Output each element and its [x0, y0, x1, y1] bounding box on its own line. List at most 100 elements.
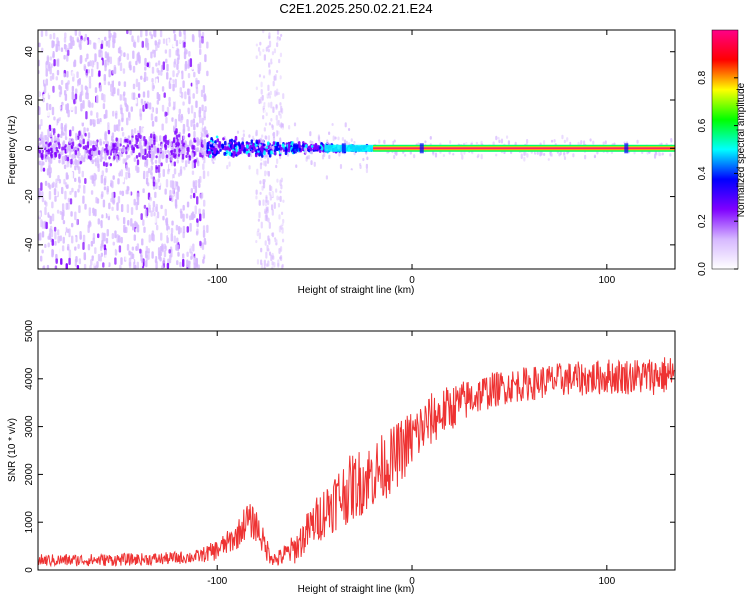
spectrogram-cell — [125, 146, 128, 150]
snr-ytick-label: 5000 — [24, 319, 35, 342]
spectrogram-cell — [45, 60, 49, 66]
spectrogram-cell — [45, 221, 48, 230]
spectrogram-cell — [125, 171, 128, 180]
spectrogram-cell — [117, 88, 120, 96]
spectrogram-cell — [150, 51, 153, 59]
spectrogram-cell — [183, 41, 186, 48]
spectrogram-cell — [62, 236, 65, 244]
spectrogram-cell — [45, 68, 48, 77]
spectrogram-cell — [42, 145, 46, 149]
spectrogram-cell — [73, 200, 76, 208]
spectrogram-cell — [69, 190, 72, 196]
spectrogram-cell — [80, 84, 84, 92]
spectrogram-cell — [99, 87, 102, 92]
spectrogram-cell — [155, 135, 158, 144]
spectrogram-cell — [71, 36, 74, 42]
spectrogram-cell — [276, 88, 279, 96]
spectrogram-cell — [77, 85, 81, 93]
snr-xtick-label: 100 — [598, 576, 615, 587]
spectrogram-cell — [128, 140, 132, 145]
spectrogram-cell — [83, 154, 86, 159]
spectrogram-cell — [161, 86, 165, 92]
spectrogram-cell — [111, 192, 114, 199]
spectrogram-cell — [115, 148, 118, 154]
spectrogram-cell — [116, 202, 119, 211]
spectrogram-cell — [306, 155, 309, 160]
spectrogram-cell — [279, 195, 282, 202]
spectrogram-cell — [57, 174, 60, 182]
spectrogram-cell — [111, 132, 115, 139]
spectrogram-cell — [142, 148, 145, 155]
spectrogram-cell — [73, 98, 76, 105]
spectrogram-cell — [267, 170, 270, 177]
spectrogram-cell — [192, 93, 195, 99]
spectrogram-cell — [153, 101, 156, 109]
spectrogram-cell — [123, 228, 126, 233]
spectrogram-cell — [187, 107, 190, 115]
spectrogram-cell — [120, 203, 124, 213]
spectrogram-cell — [94, 159, 97, 163]
spectrogram-cell — [111, 79, 114, 88]
spectrogram-cell — [172, 106, 176, 111]
spectrogram-cell — [126, 243, 130, 251]
spectrogram-cell — [281, 238, 285, 243]
spectrogram-cell — [121, 176, 125, 183]
spectrogram-cell — [77, 243, 80, 250]
spectrogram-cell — [102, 103, 106, 110]
spectrogram-cell — [343, 139, 347, 144]
spectrogram-cell — [53, 188, 57, 196]
spectrogram-cell — [167, 38, 170, 45]
spectrogram-cell — [70, 222, 74, 228]
spectrogram-cell — [248, 165, 251, 170]
spectrogram-cell — [56, 59, 60, 65]
spectrogram-cell — [117, 57, 120, 66]
spectrogram-cell — [280, 105, 283, 113]
spectrogram-cell — [271, 51, 275, 56]
spectrogram-cell — [182, 186, 186, 195]
spectrogram-cell — [63, 226, 66, 233]
spectrogram-cell — [163, 243, 167, 250]
spectrogram-cell — [226, 146, 230, 150]
spectrogram-cell — [86, 127, 89, 132]
spectrogram-cell — [185, 213, 189, 219]
spectrogram-cell — [260, 259, 263, 266]
spectrogram-cell — [442, 154, 446, 157]
spectrogram-cell — [127, 167, 131, 175]
spectrogram-cell — [147, 167, 151, 174]
spectrogram-cell — [44, 243, 47, 248]
spectrogram-cell — [61, 186, 64, 195]
spectrogram-cell — [222, 137, 225, 141]
spectrogram-cell — [82, 138, 85, 145]
spectrogram-cell — [249, 151, 252, 154]
spectrogram-cell — [97, 253, 101, 262]
spectrogram-cell — [220, 143, 224, 147]
spectrogram-cell — [262, 199, 265, 206]
spectrogram-cell — [270, 215, 273, 221]
spectrogram-cell — [154, 255, 158, 264]
snr-ytick-label: 2000 — [24, 463, 35, 486]
spectrogram-cell — [131, 35, 134, 43]
spectrogram-cell — [257, 149, 260, 153]
spectrogram-cell — [309, 140, 312, 144]
spectrogram-cell — [187, 126, 190, 132]
spectrogram-cell — [145, 30, 148, 37]
spectrogram-cell — [209, 141, 213, 145]
spectrogram-cell — [172, 186, 175, 196]
spectrogram-cell — [43, 36, 46, 43]
spectrogram-cell — [78, 248, 81, 257]
colorbar-tick-label: 0.6 — [697, 118, 708, 132]
spectrogram-cell — [121, 148, 124, 153]
spectrogram-cell — [122, 68, 126, 74]
spectrogram-cell — [92, 140, 95, 145]
carrier-blip — [341, 143, 346, 154]
spectrogram-cell — [66, 156, 70, 162]
spectrogram-cell — [267, 95, 271, 101]
spectrogram-cell — [317, 136, 321, 142]
spectrogram-cell — [550, 139, 554, 143]
spectrogram-frame — [37, 29, 676, 270]
spectrogram-cell — [460, 151, 463, 156]
spectrogram-cell — [267, 217, 270, 223]
spectrogram-cell — [40, 182, 43, 191]
spectrogram-cell — [167, 144, 170, 149]
spectrogram-cell — [265, 146, 269, 149]
